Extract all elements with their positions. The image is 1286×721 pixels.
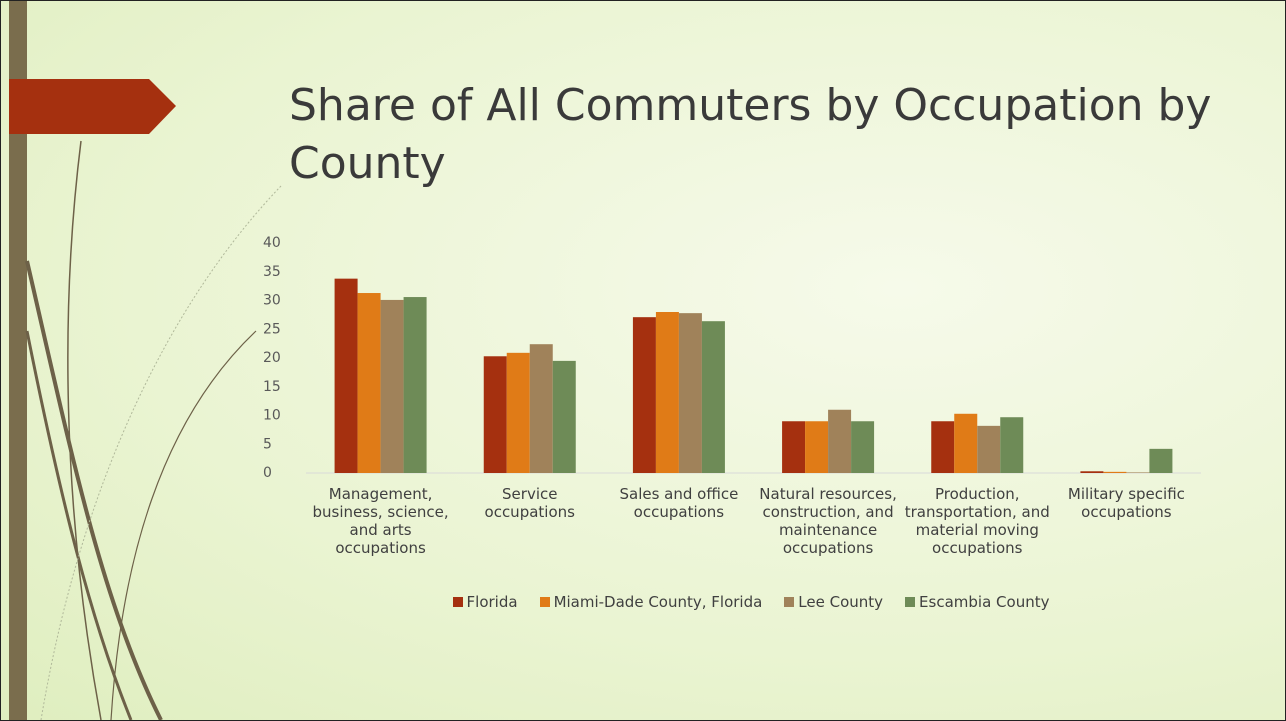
curve-decoration (67, 140, 102, 720)
legend-swatch (539, 597, 550, 607)
bar (529, 344, 553, 473)
y-tick-label: 5 (263, 436, 272, 452)
x-tick-label: Management, business, science, and arts … (312, 485, 449, 557)
legend-label: Escambia County (919, 593, 1050, 611)
y-tick-label: 35 (263, 264, 281, 280)
y-tick-label: 15 (263, 379, 281, 395)
curve-decoration (110, 330, 257, 720)
bar (403, 297, 427, 473)
y-tick-label: 20 (263, 350, 281, 366)
legend-item: Florida (452, 593, 518, 611)
bar (1000, 417, 1024, 473)
chart-title: Share of All Commuters by Occupation by … (289, 80, 1212, 189)
legend-label: Miami-Dade County, Florida (553, 593, 763, 611)
y-tick-label: 10 (263, 408, 281, 424)
bar (357, 293, 381, 473)
legend-swatch (784, 597, 795, 607)
bar (334, 278, 358, 473)
bar (828, 409, 852, 473)
curve-decoration (25, 330, 133, 720)
legend-item: Lee County (784, 593, 883, 611)
bar (1126, 472, 1150, 473)
bar (954, 413, 978, 473)
legend-swatch (452, 597, 463, 607)
bar (380, 299, 404, 473)
bar (678, 313, 702, 473)
x-tick-label: Sales and office occupations (619, 485, 739, 521)
side-stripe (9, 1, 27, 720)
x-tick-label: Military specific occupations (1067, 485, 1185, 521)
bar (552, 360, 576, 473)
curve-decoration (40, 185, 282, 720)
x-tick-label: Natural resources, construction, and mai… (759, 485, 897, 557)
y-tick-label: 25 (263, 321, 281, 337)
bar (506, 352, 530, 473)
x-tick-label: Service occupations (484, 485, 575, 521)
bar (782, 421, 806, 473)
legend-item: Miami-Dade County, Florida (539, 593, 763, 611)
legend-item: Escambia County (905, 593, 1049, 611)
bar (483, 356, 507, 473)
legend-swatch (905, 597, 916, 607)
y-tick-label: 40 (263, 235, 281, 251)
bar (805, 421, 829, 473)
legend: Florida Miami-Dade County, Florida Lee Cou… (301, 593, 1201, 611)
bar (632, 317, 656, 473)
bar (1103, 471, 1127, 473)
legend-label: Lee County (798, 593, 884, 611)
y-tick-label: 0 (263, 465, 272, 481)
bar (931, 421, 955, 473)
bar (851, 421, 875, 473)
arrow-decoration (9, 79, 176, 134)
bar (977, 425, 1001, 473)
x-tick-label: Production, transportation, and material… (904, 485, 1050, 557)
bar (701, 321, 725, 473)
bar (1080, 471, 1104, 473)
bar (655, 312, 679, 473)
curve-decoration (25, 260, 163, 720)
bar (1149, 448, 1173, 473)
y-tick-label: 30 (263, 293, 281, 309)
legend-label: Florida (466, 593, 518, 611)
